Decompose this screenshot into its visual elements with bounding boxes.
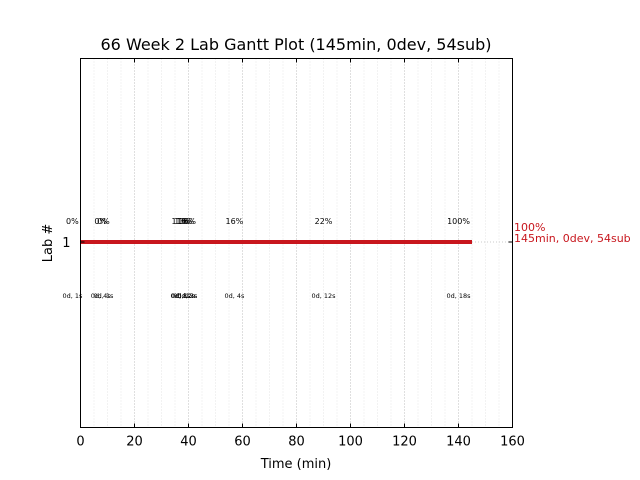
x-tick-label: 140: [446, 435, 471, 450]
x-tick-label: 40: [180, 435, 197, 450]
milestone-percent-label: 0%: [66, 217, 79, 226]
y-axis-ticks: 1: [62, 236, 513, 251]
milestone-time-label: 0d, 1s: [93, 292, 114, 300]
end-annotation-percent: 100%: [514, 221, 545, 234]
x-tick-label: 60: [234, 435, 251, 450]
gantt-bar: [80, 240, 472, 244]
x-tick-label: 120: [392, 435, 417, 450]
x-tick-label: 20: [126, 435, 143, 450]
end-annotation-summary: 145min, 0dev, 54sub: [514, 232, 631, 245]
x-axis-label: Time (min): [260, 457, 332, 472]
x-tick-label: 0: [76, 435, 84, 450]
milestone-percent-label: 22%: [315, 217, 333, 226]
milestone-percent-label: 16%: [226, 217, 244, 226]
milestone-percent-label: 100%: [447, 217, 470, 226]
milestone-percent-label: 13%: [174, 217, 192, 226]
milestone-percent-label: 16%: [176, 217, 194, 226]
milestone-time-label: 0d, 12s: [311, 292, 336, 300]
y-tick-label: 1: [62, 236, 70, 251]
x-tick-label: 160: [500, 435, 525, 450]
milestone-time-label: 0d, 12s: [173, 292, 198, 300]
chart-title: 66 Week 2 Lab Gantt Plot (145min, 0dev, …: [101, 35, 492, 54]
bars-layer: [80, 240, 513, 244]
milestone-time-label: 0d, 18s: [446, 292, 471, 300]
milestone-time-label: 0d, 8s: [170, 292, 191, 300]
x-axis-ticks: 0 20 40 60 80 100 120 140 160: [76, 58, 525, 450]
milestone-percent-label: 0%: [97, 217, 110, 226]
milestone-percent-label: 16%: [178, 217, 196, 226]
milestone-time-label: 0d, 4s: [224, 292, 245, 300]
milestone-percent-label: 0%: [94, 217, 107, 226]
milestone-time-label: 0d, 3s: [177, 292, 198, 300]
milestone-time-label: 0d, 1s: [62, 292, 83, 300]
y-axis-label: Lab #: [41, 224, 56, 263]
milestone-time-label: 0d, 12s: [171, 292, 196, 300]
milestone-time-label: 0d, 4s: [91, 292, 112, 300]
milestone-percent-label: 11%: [172, 217, 190, 226]
x-tick-label: 100: [338, 435, 363, 450]
x-tick-label: 80: [288, 435, 305, 450]
